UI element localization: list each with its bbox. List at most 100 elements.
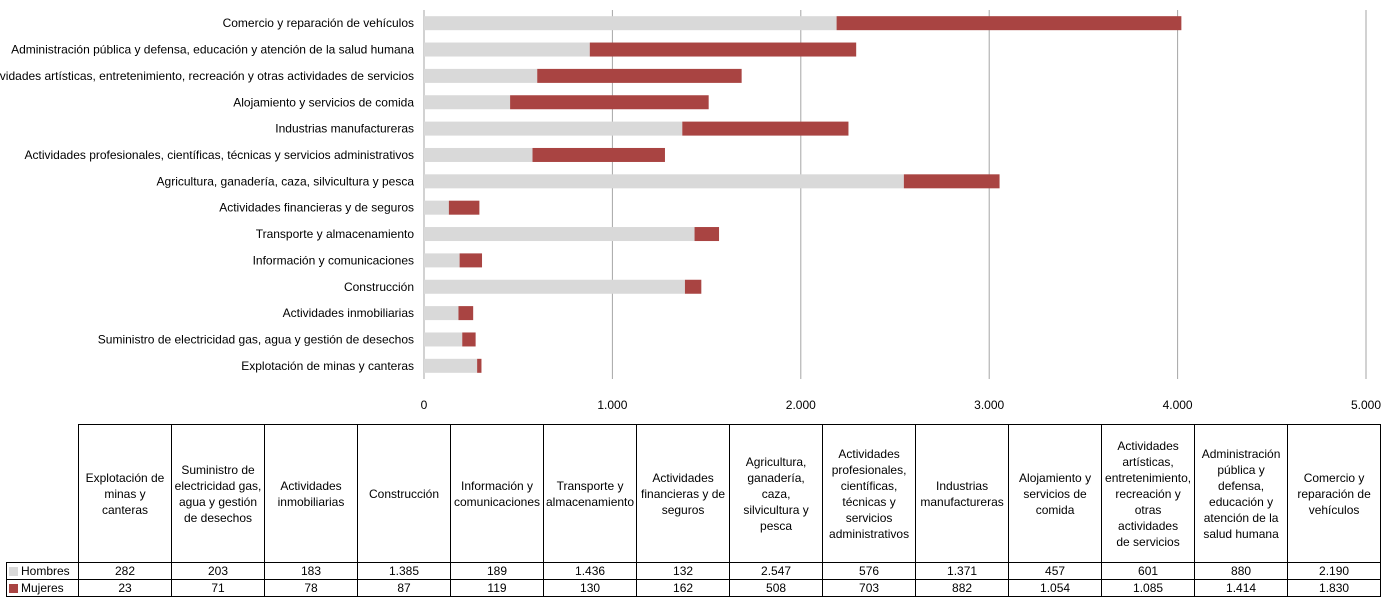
bar-hombres — [424, 279, 685, 294]
column-header-line: Agricultura, — [745, 454, 807, 469]
table-header-row: Explotación de minas y canteras Suministro… — [6, 424, 1382, 563]
x-tick-label: 4.000 — [1163, 398, 1193, 412]
column-header-line: silvicultura y — [743, 502, 809, 517]
column-header-line: científicas, — [840, 478, 898, 493]
category-label: Industrias manufactureras — [275, 122, 414, 136]
column-header-line: artísticas, — [1122, 454, 1174, 469]
table-row: Mujeres 23 71 78 87 119 130 162 508 703 882 1.054 1.… — [6, 579, 1382, 597]
column-header-line: Actividades — [1117, 438, 1179, 453]
column-header-line: atención de la — [1203, 510, 1279, 525]
bar-hombres — [424, 174, 904, 189]
category-label: Alojamiento y servicios de comida — [233, 95, 414, 109]
bar-mujeres — [458, 306, 474, 321]
table-cell: 1.385 — [357, 562, 451, 580]
table-cell: 87 — [357, 579, 451, 597]
column-header-line: Administración — [1201, 446, 1281, 461]
bar-mujeres — [532, 147, 665, 162]
column-header-line: pesca — [760, 518, 793, 533]
x-tick-label: 3.000 — [974, 398, 1004, 412]
table-cell: 1.371 — [915, 562, 1010, 580]
bar-mujeres — [537, 68, 742, 83]
table-cell: 1.085 — [1101, 579, 1196, 597]
column-header-line: Actividades — [280, 478, 342, 493]
category-label: Administración pública y defensa, educac… — [11, 43, 414, 57]
column-header-line: otras actividades — [1118, 502, 1179, 533]
x-tick-label: 1.000 — [597, 398, 627, 412]
category-label: Actividades financieras y de seguros — [219, 201, 414, 215]
stacked-bar-chart: 0 1.000 2.000 3.000 4.000 5.000 Explotación de… — [0, 10, 1381, 412]
table-column-header: Actividades inmobiliarias — [264, 424, 358, 563]
column-header-line: profesionales, — [831, 462, 907, 477]
bar-hombres — [424, 332, 463, 347]
table-row: Hombres 282 203 183 1.385 189 1.436 132 2.547 576… — [6, 562, 1382, 580]
bar-mujeres — [459, 253, 483, 268]
table-cell: 203 — [171, 562, 265, 580]
table-column-header: Explotación de minas y canteras — [78, 424, 172, 563]
legend-entry: Mujeres — [6, 579, 79, 597]
table-cell: 78 — [264, 579, 358, 597]
table-cell: 282 — [78, 562, 172, 580]
column-header-line: técnicas y — [842, 494, 896, 509]
bar-hombres — [424, 227, 695, 242]
table-cell: 1.054 — [1008, 579, 1103, 597]
legend-label: Hombres — [21, 564, 70, 578]
column-header-line: minas y canteras — [101, 486, 149, 517]
column-header-line: inmobiliarias — [277, 494, 345, 509]
column-header-line: vehículos — [1308, 502, 1360, 517]
table-cell: 162 — [636, 579, 731, 597]
table-cell: 1.436 — [542, 562, 638, 580]
table-column-header: Transporte y almacenamiento — [542, 424, 638, 563]
bar-mujeres — [510, 95, 709, 110]
table-cell: 508 — [729, 579, 824, 597]
column-header-line: comida — [1035, 502, 1075, 517]
bar-hombres — [424, 358, 478, 373]
table-cell: 880 — [1194, 562, 1289, 580]
table-cell: 23 — [78, 579, 172, 597]
column-header-line: Información y — [460, 478, 534, 493]
bar-hombres — [424, 121, 683, 136]
column-header-line: entretenimiento, — [1105, 470, 1192, 485]
column-header-line: ganadería, caza, — [747, 470, 805, 501]
column-header-line: reparación de — [1297, 486, 1371, 501]
column-header-line: recreación y — [1115, 486, 1181, 501]
bar-hombres — [424, 68, 538, 83]
table-column-header: Actividades artísticas, entretenimiento, re… — [1101, 424, 1196, 563]
bar-mujeres — [682, 121, 849, 136]
legend-swatch — [9, 567, 18, 576]
category-label: Transporte y almacenamiento — [256, 227, 415, 241]
column-header-line: educación y — [1209, 494, 1274, 509]
column-header-line: de servicios — [1116, 534, 1180, 549]
category-label: Actividades inmobiliarias — [283, 306, 414, 320]
bar-hombres — [424, 306, 459, 321]
table-cell: 71 — [171, 579, 265, 597]
table-cell: 703 — [822, 579, 917, 597]
column-header-line: manufactureras — [920, 494, 1004, 509]
table-cell: 1.830 — [1287, 579, 1382, 597]
column-header-line: defensa, — [1218, 478, 1265, 493]
table-column-header: Alojamiento y servicios de comida — [1008, 424, 1103, 563]
category-label: Suministro de electricidad gas, agua y g… — [98, 332, 414, 346]
column-header-line: Actividades — [652, 470, 714, 485]
x-tick-label: 2.000 — [786, 398, 816, 412]
table-cell: 1.414 — [1194, 579, 1289, 597]
column-header-line: Construcción — [368, 486, 440, 501]
table-cell: 882 — [915, 579, 1010, 597]
table-cell: 132 — [636, 562, 731, 580]
column-header-line: Transporte y — [556, 478, 624, 493]
x-tick-label: 5.000 — [1351, 398, 1381, 412]
category-label: Información y comunicaciones — [253, 253, 414, 267]
column-header-line: Suministro de — [181, 462, 255, 477]
column-header-line: Alojamiento y — [1019, 470, 1092, 485]
bar-hombres — [424, 147, 533, 162]
bar-mujeres — [836, 16, 1182, 31]
x-tick-label: 0 — [421, 398, 428, 412]
bar-hombres — [424, 16, 837, 31]
bar-hombres — [424, 200, 449, 215]
column-header-line: de desechos — [183, 510, 253, 525]
bar-mujeres — [589, 42, 857, 57]
column-header-line: financieras y de — [641, 486, 726, 501]
table-column-header: Administración pública y defensa, educación… — [1194, 424, 1289, 563]
column-header-line: administrativos — [829, 526, 910, 541]
table-column-header: Construcción — [357, 424, 451, 563]
column-header-line: salud humana — [1203, 526, 1279, 541]
